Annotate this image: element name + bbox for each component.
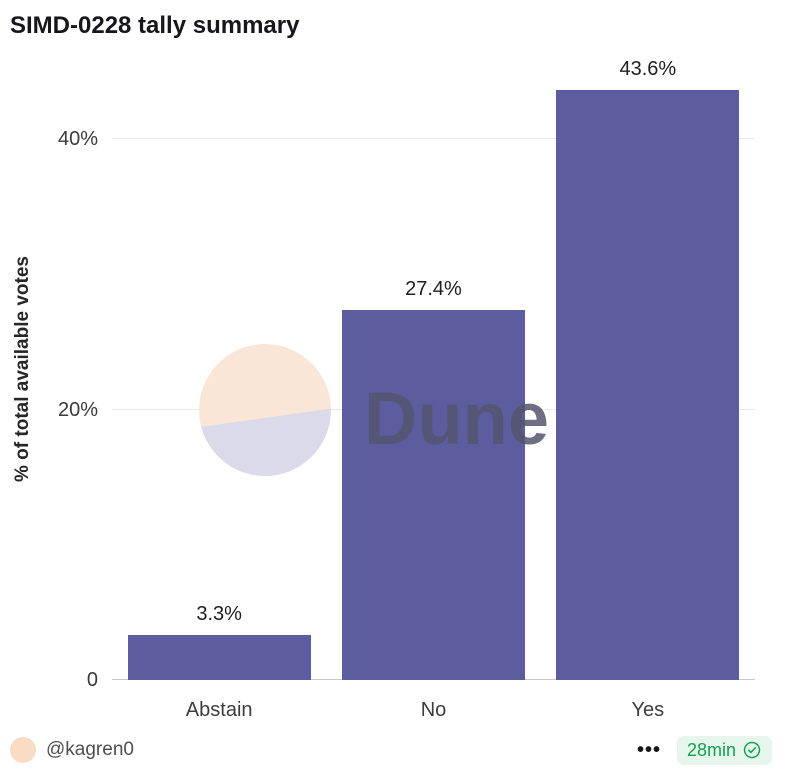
y-tick-label: 20% [57, 398, 98, 421]
plot-area: 3.3% Abstain 27.4% No 43.6% Yes Dune 0 20% 40% [58, 58, 755, 721]
menu-dots[interactable]: ••• [636, 738, 661, 761]
bar-no[interactable] [341, 309, 525, 680]
x-tick-label: Abstain [185, 699, 253, 721]
refresh-badge[interactable]: 28min [676, 735, 772, 765]
avatar [10, 737, 36, 763]
x-tick-label: No [420, 699, 447, 721]
y-tick-label: 40% [57, 128, 98, 151]
bar-value-label: 3.3% [196, 603, 242, 626]
bars: 3.3% Abstain 27.4% No 43.6% Yes [112, 58, 755, 721]
bar-group-no: 27.4% No [326, 58, 540, 721]
bar-abstain[interactable] [127, 635, 311, 680]
bar-value-label: 27.4% [405, 277, 462, 300]
bar-yes[interactable] [556, 90, 740, 680]
chart-title: SIMD-0228 tally summary [10, 12, 300, 39]
bar-group-yes: 43.6% Yes [541, 58, 755, 721]
y-tick-label: 0 [86, 669, 98, 691]
verified-check-icon [743, 741, 761, 759]
gridline [112, 138, 755, 140]
author-handle[interactable]: @kagren0 [46, 739, 134, 760]
author: @kagren0 [10, 737, 134, 763]
x-tick-label: Yes [631, 699, 665, 721]
footer: @kagren0 ••• 28min [10, 732, 772, 768]
bar-value-label: 43.6% [619, 58, 677, 81]
footer-actions: ••• 28min [636, 735, 772, 765]
refresh-time: 28min [686, 739, 736, 760]
y-axis-title: % of total available votes [12, 256, 33, 482]
bar-group-abstain: 3.3% Abstain [112, 58, 326, 721]
